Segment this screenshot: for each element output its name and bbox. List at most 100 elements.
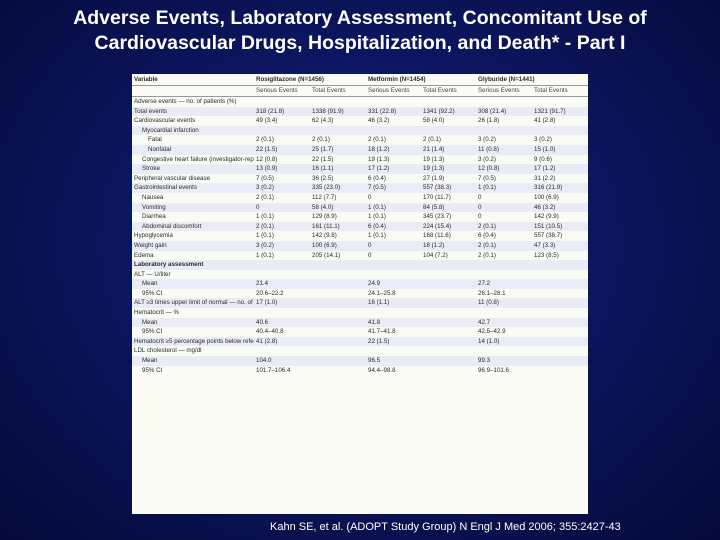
table-cell [421, 260, 477, 270]
table-row: Fatal 2 (0.1) 2 (0.1) 2 (0.1) 2 (0.1) 3 (0.2)… [132, 135, 588, 145]
table-cell: 16 (1.1) [310, 164, 367, 174]
table-cell [310, 346, 366, 356]
table-cell: 26 (1.8) [478, 117, 500, 125]
table-cell [476, 260, 533, 270]
table-cell [532, 327, 588, 337]
table-cell: 3 (0.2) [254, 240, 310, 251]
table-cell: 9 (0.6) [534, 155, 552, 163]
table-cell [476, 97, 532, 107]
table-cell [476, 125, 533, 136]
table-cell: 0 [368, 193, 372, 201]
table-cell: 6 (0.4) [478, 232, 496, 240]
table-row: Vomiting 0 58 (4.0) 1 (0.1) 84 (5.8) 0 46 (3.2… [132, 202, 588, 213]
table-cell: 100 (6.9) [310, 240, 367, 251]
row-label: ALT — U/liter [134, 270, 171, 278]
sub-header-total: Total Events [421, 85, 477, 97]
table-row: Hypoglycemia 1 (0.1) 142 (9.8) 1 (0.1) 168 (… [132, 231, 588, 241]
row-label: Hypoglycemia [134, 232, 173, 240]
table-cell: 22 (1.5) [254, 144, 310, 155]
table-cell: 1341 (92.2) [421, 106, 477, 117]
table-cell: 17 (1.0) [254, 298, 310, 309]
row-label: Congestive heart failure (investigator-r… [142, 155, 254, 163]
table-cell: 18 (1.2) [421, 240, 477, 251]
table-cell: 13 (0.9) [254, 164, 310, 174]
row-label: LDL cholesterol — mg/dl [134, 347, 202, 355]
row-label: Fatal [148, 136, 162, 144]
table-cell: 205 (14.1) [312, 251, 341, 259]
table-cell [421, 279, 477, 289]
table-cell [532, 298, 588, 309]
row-label: Vomiting [132, 202, 254, 213]
variable-header: Variable [132, 74, 254, 86]
table-cell: 41.7–41.8 [368, 328, 396, 336]
slide-title: Adverse Events, Laboratory Assessment, C… [0, 6, 720, 56]
sub-header-serious: Serious Events [476, 85, 533, 97]
row-label: Cardiovascular events [134, 117, 196, 125]
table-cell: 151 (10.5) [532, 221, 588, 232]
row-label: Laboratory assessment [132, 260, 254, 270]
table-cell [476, 308, 532, 318]
table-cell: 142 (9.9) [534, 213, 559, 221]
table-cell: 2 (0.1) [476, 240, 533, 251]
table-cell: 41.8 [366, 317, 422, 328]
table-cell: 62 (4.3) [312, 117, 334, 125]
table-cell: 21.4 [254, 279, 310, 289]
row-label: 95% CI [142, 366, 163, 374]
table-row: Abdominal discomfort 2 (0.1) 161 (11.1) 6 (… [132, 221, 588, 232]
row-label: Myocardial infarction [132, 125, 254, 136]
table-cell: 318 (21.8) [254, 106, 310, 117]
table-cell: 24.1–25.8 [368, 289, 396, 297]
sub-header-total: Total Events [310, 85, 367, 97]
table-cell [254, 260, 310, 270]
table-row: Mean 21.4 24.9 27.2 [132, 279, 588, 289]
table-row: 95% CI 40.4–40.8 41.7–41.8 42.5–42.9 [132, 327, 588, 337]
table-cell: 94.4–98.8 [368, 366, 396, 374]
table-cell: 21 (1.4) [421, 144, 477, 155]
table-cell: 58 (4.0) [310, 202, 367, 213]
table-cell [310, 308, 366, 318]
sub-header-serious: Serious Events [366, 85, 422, 97]
table-cell: 22 (1.5) [312, 155, 334, 163]
table-row: Stroke 13 (0.9) 16 (1.1) 17 (1.2) 19 (1.3) 12… [132, 164, 588, 174]
table-cell [310, 279, 367, 289]
row-label: Mean [132, 356, 254, 366]
table-row: 95% CI 20.6–22.2 24.1–25.8 26.1–28.1 [132, 289, 588, 299]
table-cell: 2 (0.1) [312, 136, 330, 144]
table-cell: 557 (38.3) [421, 183, 477, 193]
table-cell [532, 317, 588, 328]
table-cell [366, 270, 421, 280]
table-cell: 557 (38.7) [534, 232, 563, 240]
group-header-rosiglitazone: Rosiglitazone (N=1456) [254, 74, 367, 86]
table-cell: 27.2 [476, 279, 533, 289]
table-cell [310, 356, 367, 366]
group-header-metformin: Metformin (N=1454) [366, 74, 477, 86]
table-cell: 316 (21.9) [532, 183, 588, 193]
table-cell: 104 (7.2) [423, 251, 448, 259]
table-cell [254, 125, 310, 136]
table-cell [532, 97, 588, 107]
table-cell [421, 289, 476, 299]
row-label: Diarrhea [142, 213, 166, 221]
table-cell: 0 [366, 240, 422, 251]
table-cell: 104.0 [254, 356, 310, 366]
table-row: Peripheral vascular disease 7 (0.5) 36 (2.… [132, 174, 588, 184]
table-row: Cardiovascular events 49 (3.4) 62 (4.3) 46 … [132, 116, 588, 126]
table-cell: 96.9–101.6 [478, 366, 509, 374]
table-cell: 0 [476, 202, 533, 213]
table-cell [310, 327, 366, 337]
table-cell: 3 (0.2) [534, 136, 552, 144]
table-cell: 27 (1.9) [423, 174, 445, 182]
table-cell: 17 (1.2) [532, 164, 588, 174]
table-cell: 46 (3.2) [368, 117, 390, 125]
table-cell: 1 (0.1) [256, 251, 274, 259]
row-label: ALT ≥3 times upper limit of normal — no.… [132, 298, 254, 309]
table-cell: 1 (0.1) [368, 232, 386, 240]
table-cell: 16 (1.1) [366, 298, 422, 309]
table-cell [532, 289, 588, 299]
table-cell [421, 97, 476, 107]
slide-title-line-1: Adverse Events, Laboratory Assessment, C… [73, 7, 647, 29]
table-cell: 2 (0.1) [368, 136, 386, 144]
table-cell: 26.1–28.1 [478, 289, 506, 297]
table-cell: 22 (1.5) [366, 336, 422, 347]
table-sub-header-row: Serious Events Total Events Serious Even… [132, 85, 588, 97]
